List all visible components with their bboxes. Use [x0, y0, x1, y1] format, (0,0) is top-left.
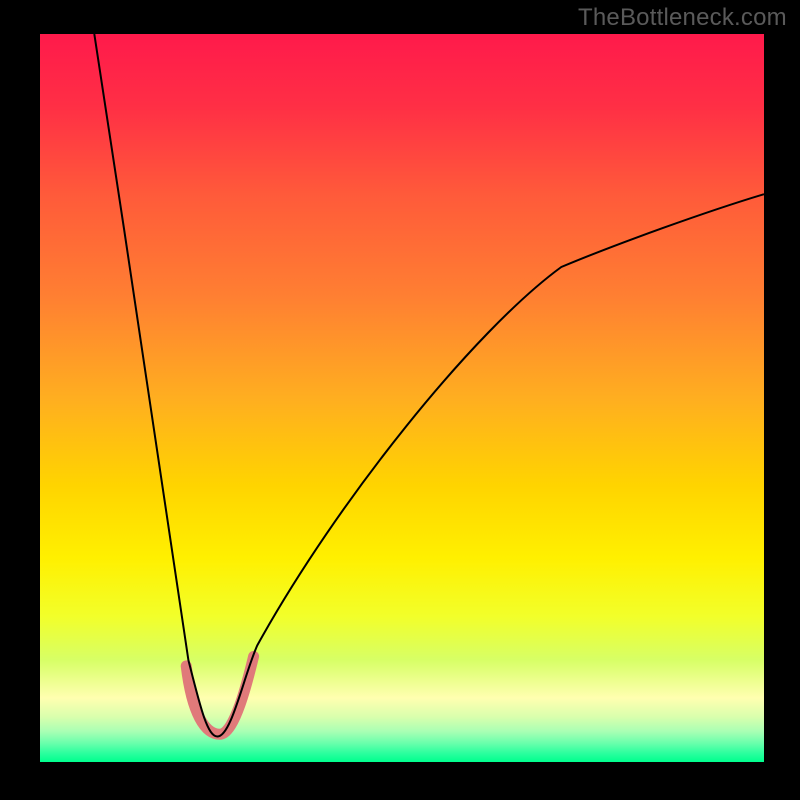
chart-stage: TheBottleneck.com	[0, 0, 800, 800]
plot-svg	[40, 34, 764, 762]
watermark-text: TheBottleneck.com	[578, 4, 787, 32]
bottleneck-plot	[40, 34, 764, 762]
